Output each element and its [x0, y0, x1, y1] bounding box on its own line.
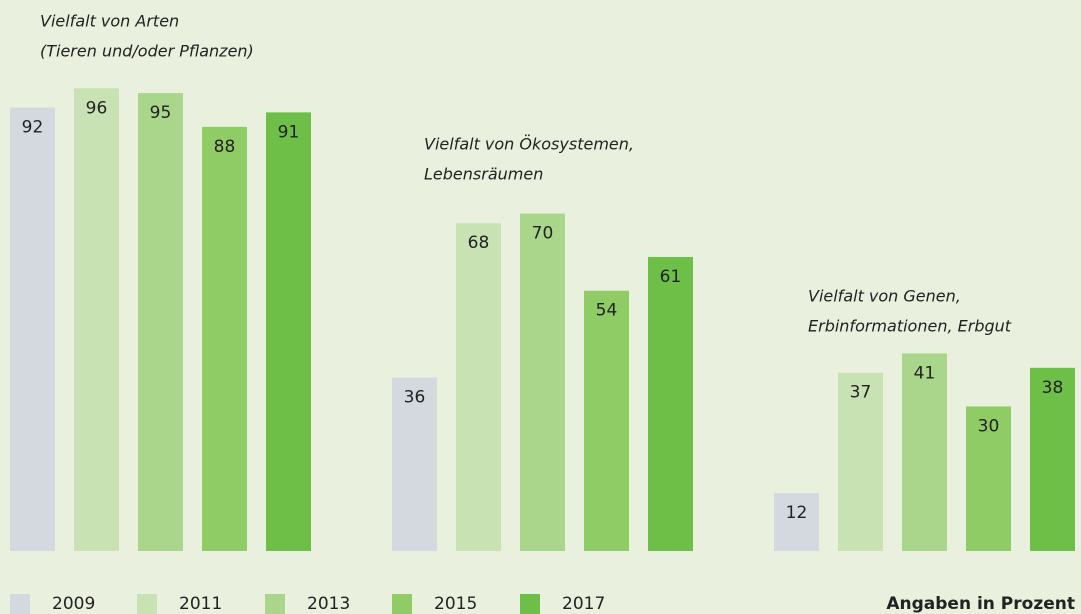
bar: [392, 377, 437, 551]
bar: [1030, 367, 1075, 551]
bar: [10, 107, 55, 551]
bar: [966, 406, 1011, 551]
group-title: Vielfalt von Arten: [40, 12, 179, 31]
group-title: Vielfalt von Ökosystemen,: [424, 135, 634, 154]
legend-swatch: [137, 594, 157, 614]
value-label: 38: [1042, 378, 1064, 398]
unit-note: Angaben in Prozent: [886, 594, 1075, 614]
legend-swatch: [392, 594, 412, 614]
value-label: 30: [978, 416, 1000, 436]
bar: [648, 256, 693, 551]
bar: [774, 493, 819, 551]
bar: [266, 112, 311, 551]
value-label: 61: [660, 267, 682, 287]
group-title: Lebensräumen: [424, 165, 543, 184]
group-title: (Tieren und/oder Pflanzen): [40, 42, 254, 61]
value-label: 12: [786, 503, 808, 523]
value-label: 54: [596, 301, 618, 321]
bar: [838, 372, 883, 551]
legend-label: 2013: [307, 594, 350, 614]
legend-swatch: [520, 594, 540, 614]
value-label: 41: [914, 363, 936, 383]
legend-label: 2009: [52, 594, 95, 614]
value-label: 95: [150, 103, 172, 123]
bar: [74, 88, 119, 551]
bar: [456, 223, 501, 552]
legend-label: 2015: [434, 594, 477, 614]
value-label: 37: [850, 383, 872, 403]
legend-swatch: [10, 594, 30, 614]
legend-swatch: [265, 594, 285, 614]
group-title: Vielfalt von Genen,: [808, 287, 961, 306]
value-label: 68: [468, 233, 490, 253]
bar: [584, 290, 629, 551]
bar: [520, 213, 565, 551]
legend-label: 2017: [562, 594, 605, 614]
legend-label: 2011: [179, 594, 222, 614]
bar: [138, 93, 183, 551]
group-title: Erbinformationen, Erbgut: [808, 317, 1012, 336]
bar: [902, 353, 947, 551]
value-label: 70: [532, 224, 554, 244]
value-label: 96: [86, 98, 108, 118]
value-label: 91: [278, 122, 300, 142]
value-label: 36: [404, 387, 426, 407]
value-label: 92: [22, 118, 44, 138]
value-label: 88: [214, 137, 236, 157]
bar: [202, 126, 247, 551]
